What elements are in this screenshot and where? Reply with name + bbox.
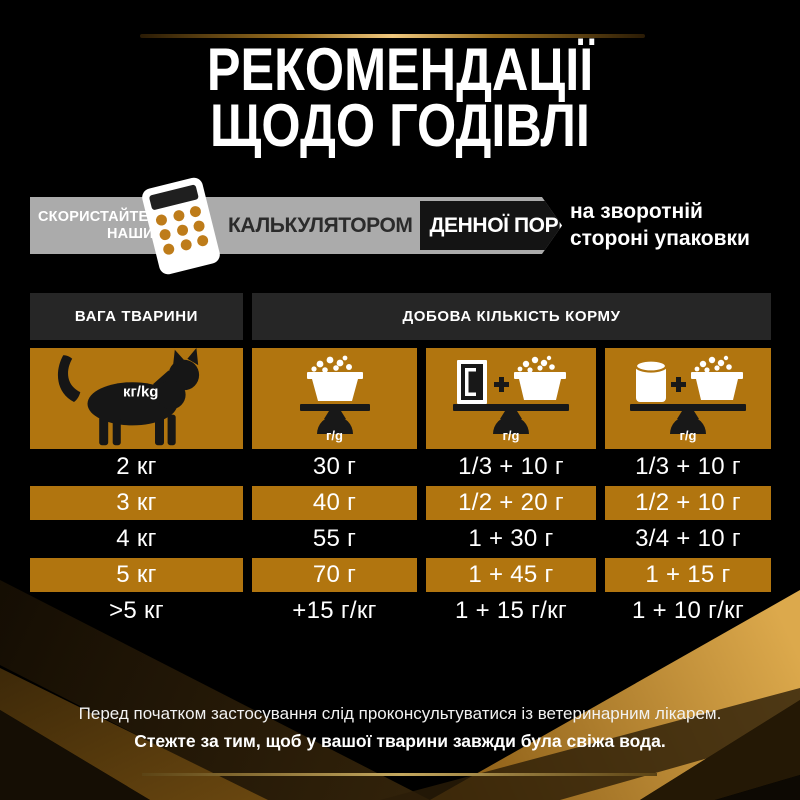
- cell-weight: 4 кг: [116, 525, 157, 552]
- grams-unit-label: г/g: [679, 428, 697, 443]
- table-row: >5 кг +15 г/кг 1 + 15 г/кг 1 + 10 г/кг: [30, 593, 771, 629]
- cell-pouch: 1 + 30 г: [468, 525, 554, 552]
- cat-weight-unit: кг/kg: [123, 383, 159, 401]
- cell-dry: 70 г: [252, 558, 417, 592]
- calculator-buttons: [147, 201, 218, 258]
- page-title: РЕКОМЕНДАЦІЇ ЩОДО ГОДІВЛІ: [64, 36, 736, 159]
- cat-icon: [57, 348, 199, 446]
- back-side-note: на зворотній стороні упаковки: [570, 200, 750, 250]
- calculator-banner: СКОРИСТАЙТЕСЬ НАШИМ КАЛЬКУЛЯТОРОМ ДЕННОЇ…: [30, 197, 562, 254]
- vet-disclaimer: Перед початком застосування слід проконс…: [78, 704, 722, 723]
- table-row: 5 кг 70 г 1 + 45 г 1 + 15 г: [30, 557, 771, 593]
- cell-wet: 1 + 10 г/кг: [631, 597, 745, 624]
- cell-dry: 30 г: [312, 453, 357, 480]
- calculator-icon: [140, 175, 222, 277]
- cell-dry: 55 г: [312, 525, 357, 552]
- top-gold-divider: [140, 34, 645, 38]
- cell-dry: +15 г/кг: [292, 597, 377, 624]
- page-title-line2: ЩОДО ГОДІВЛІ: [210, 92, 590, 159]
- page-title-line1: РЕКОМЕНДАЦІЇ: [206, 36, 594, 103]
- cell-wet: 1 + 15 г: [605, 558, 771, 592]
- table-icon-row: кг/kg г/g: [30, 348, 771, 449]
- grams-unit-label: г/g: [326, 428, 343, 443]
- dry-food-bowl-icon: [299, 355, 370, 434]
- feeding-table: ВАГА ТВАРИНИ ДОБОВА КІЛЬКІСТЬ КОРМУ кг/k…: [30, 293, 771, 629]
- table-row: 4 кг 55 г 1 + 30 г 3/4 + 10 г: [30, 521, 771, 557]
- can-plus-bowl-icon-cell: г/g: [605, 348, 771, 449]
- table-row: 2 кг 30 г 1/3 + 10 г 1/3 + 10 г: [30, 449, 771, 485]
- pouch-plus-bowl-icon-cell: г/g: [426, 348, 596, 449]
- table-row: 3 кг 40 г 1/2 + 20 г 1/2 + 10 г: [30, 485, 771, 521]
- cell-weight: 3 кг: [30, 486, 243, 520]
- calculator-banner-section: СКОРИСТАЙТЕСЬ НАШИМ КАЛЬКУЛЯТОРОМ ДЕННОЇ…: [0, 175, 800, 277]
- cell-weight: >5 кг: [109, 597, 164, 624]
- cell-wet: 1/3 + 10 г: [635, 453, 741, 480]
- decorative-ribbons: [0, 560, 800, 800]
- cell-wet: 3/4 + 10 г: [635, 525, 741, 552]
- header-food-cell: ДОБОВА КІЛЬКІСТЬ КОРМУ: [252, 293, 771, 340]
- daily-portion-label: ДЕННОЇ ПОРЦІЇ: [420, 201, 594, 250]
- pouch-plus-bowl-icon: [453, 355, 569, 434]
- calculator-label: КАЛЬКУЛЯТОРОМ: [228, 213, 413, 237]
- fresh-water-note: Стежте за тим, щоб у вашої тварини завжд…: [134, 731, 666, 751]
- grams-unit-label: г/g: [502, 428, 520, 443]
- table-header-row: ВАГА ТВАРИНИ ДОБОВА КІЛЬКІСТЬ КОРМУ: [30, 293, 771, 340]
- cell-wet: 1/2 + 10 г: [605, 486, 771, 520]
- cell-pouch: 1 + 45 г: [426, 558, 596, 592]
- cell-weight: 5 кг: [30, 558, 243, 592]
- header-weight-cell: ВАГА ТВАРИНИ: [30, 293, 243, 340]
- cat-icon-cell: кг/kg: [30, 348, 243, 449]
- cell-pouch: 1 + 15 г/кг: [454, 597, 568, 624]
- bottom-gold-divider: [142, 773, 657, 776]
- can-plus-bowl-icon: [630, 355, 746, 434]
- cell-pouch: 1/2 + 20 г: [426, 486, 596, 520]
- cell-pouch: 1/3 + 10 г: [458, 453, 564, 480]
- dry-food-icon-cell: г/g: [252, 348, 417, 449]
- cell-weight: 2 кг: [116, 453, 157, 480]
- cell-dry: 40 г: [252, 486, 417, 520]
